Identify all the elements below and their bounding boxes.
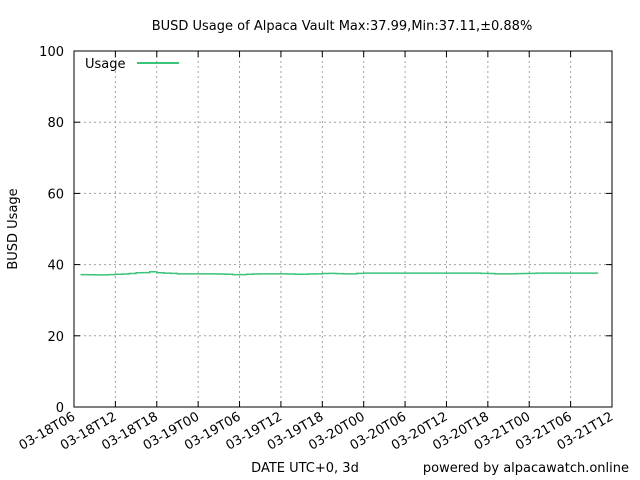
data-point: [294, 273, 296, 275]
data-point: [507, 273, 510, 275]
data-point: [314, 273, 317, 275]
data-point: [487, 272, 489, 275]
data-point: [149, 271, 151, 273]
data-point: [369, 272, 372, 274]
data-point: [273, 273, 275, 275]
data-point: [473, 272, 475, 274]
plot-frame: [73, 50, 613, 408]
footer-credit: powered by alpacawatch.online: [423, 461, 629, 476]
chart-title: BUSD Usage of Alpaca Vault Max:37.99,Min…: [152, 19, 533, 34]
data-point: [321, 272, 323, 275]
y-tick-label: 80: [47, 116, 64, 131]
y-tick-label: 20: [47, 330, 64, 345]
data-point: [225, 273, 227, 275]
data-point: [501, 273, 503, 275]
data-point: [301, 273, 303, 275]
data-point: [390, 272, 392, 274]
data-point: [232, 273, 234, 276]
data-point: [114, 273, 116, 275]
data-point: [349, 273, 351, 275]
data-point: [142, 272, 144, 274]
data-point: [570, 272, 572, 274]
x-axis-label: DATE UTC+0, 3d: [251, 461, 359, 476]
data-point: [135, 272, 137, 274]
data-point: [238, 273, 241, 276]
data-point: [425, 272, 427, 274]
data-point: [280, 273, 282, 275]
data-point: [335, 273, 337, 275]
data-point: [480, 272, 482, 274]
y-axis-ticks: 0 20 40 60 80 100: [39, 45, 612, 416]
data-point: [445, 272, 448, 274]
data-point: [556, 272, 558, 274]
data-point: [87, 274, 89, 276]
data-point: [218, 273, 220, 275]
data-point: [197, 273, 199, 275]
data-point: [100, 274, 103, 276]
series-line-usage: [80, 271, 599, 276]
y-tick-label: 60: [47, 187, 64, 202]
data-point: [363, 272, 365, 274]
legend: Usage: [85, 57, 179, 72]
data-point: [494, 273, 496, 275]
data-point: [328, 272, 330, 274]
data-point: [418, 272, 420, 274]
data-point: [521, 272, 523, 275]
data-point: [576, 272, 579, 274]
data-point: [156, 272, 158, 274]
data-point: [528, 272, 530, 274]
data-point: [411, 272, 413, 274]
series-usage: [80, 271, 599, 276]
data-point: [211, 273, 213, 275]
data-point: [376, 272, 379, 274]
data-point: [397, 272, 399, 274]
data-point: [176, 273, 179, 275]
data-point: [204, 273, 206, 275]
x-axis-ticks: 03-18T0603-18T1203-18T1803-19T0003-19T06…: [17, 51, 616, 454]
y-tick-label: 0: [56, 401, 64, 416]
data-point: [549, 272, 551, 274]
data-point: [452, 272, 454, 274]
data-point: [342, 273, 344, 275]
data-point: [404, 272, 406, 274]
data-point: [266, 273, 268, 275]
data-point: [183, 273, 185, 275]
data-point: [94, 274, 96, 276]
data-point: [163, 272, 165, 274]
data-point: [169, 272, 172, 274]
data-point: [190, 273, 192, 275]
data-point: [252, 273, 254, 275]
y-axis-label: BUSD Usage: [6, 188, 21, 269]
data-point: [128, 272, 130, 275]
data-point: [563, 272, 565, 274]
data-point: [107, 273, 110, 276]
data-point: [287, 273, 289, 275]
data-point: [583, 272, 586, 274]
data-point: [514, 273, 517, 275]
data-point: [459, 272, 461, 274]
y-tick-label: 40: [47, 259, 64, 274]
series-layer: [80, 271, 599, 276]
data-point: [432, 272, 434, 274]
data-point: [590, 272, 592, 274]
data-point: [307, 273, 310, 275]
data-point: [542, 272, 544, 274]
data-point: [466, 272, 468, 274]
data-point: [245, 273, 248, 275]
grid: [74, 51, 612, 407]
data-point: [121, 273, 123, 275]
legend-label-usage: Usage: [85, 57, 126, 72]
data-point: [259, 273, 261, 275]
data-point: [535, 272, 537, 274]
y-tick-label: 100: [39, 45, 64, 60]
data-point: [438, 272, 441, 274]
data-point: [80, 273, 82, 276]
data-point: [383, 272, 385, 274]
data-point: [356, 272, 358, 274]
